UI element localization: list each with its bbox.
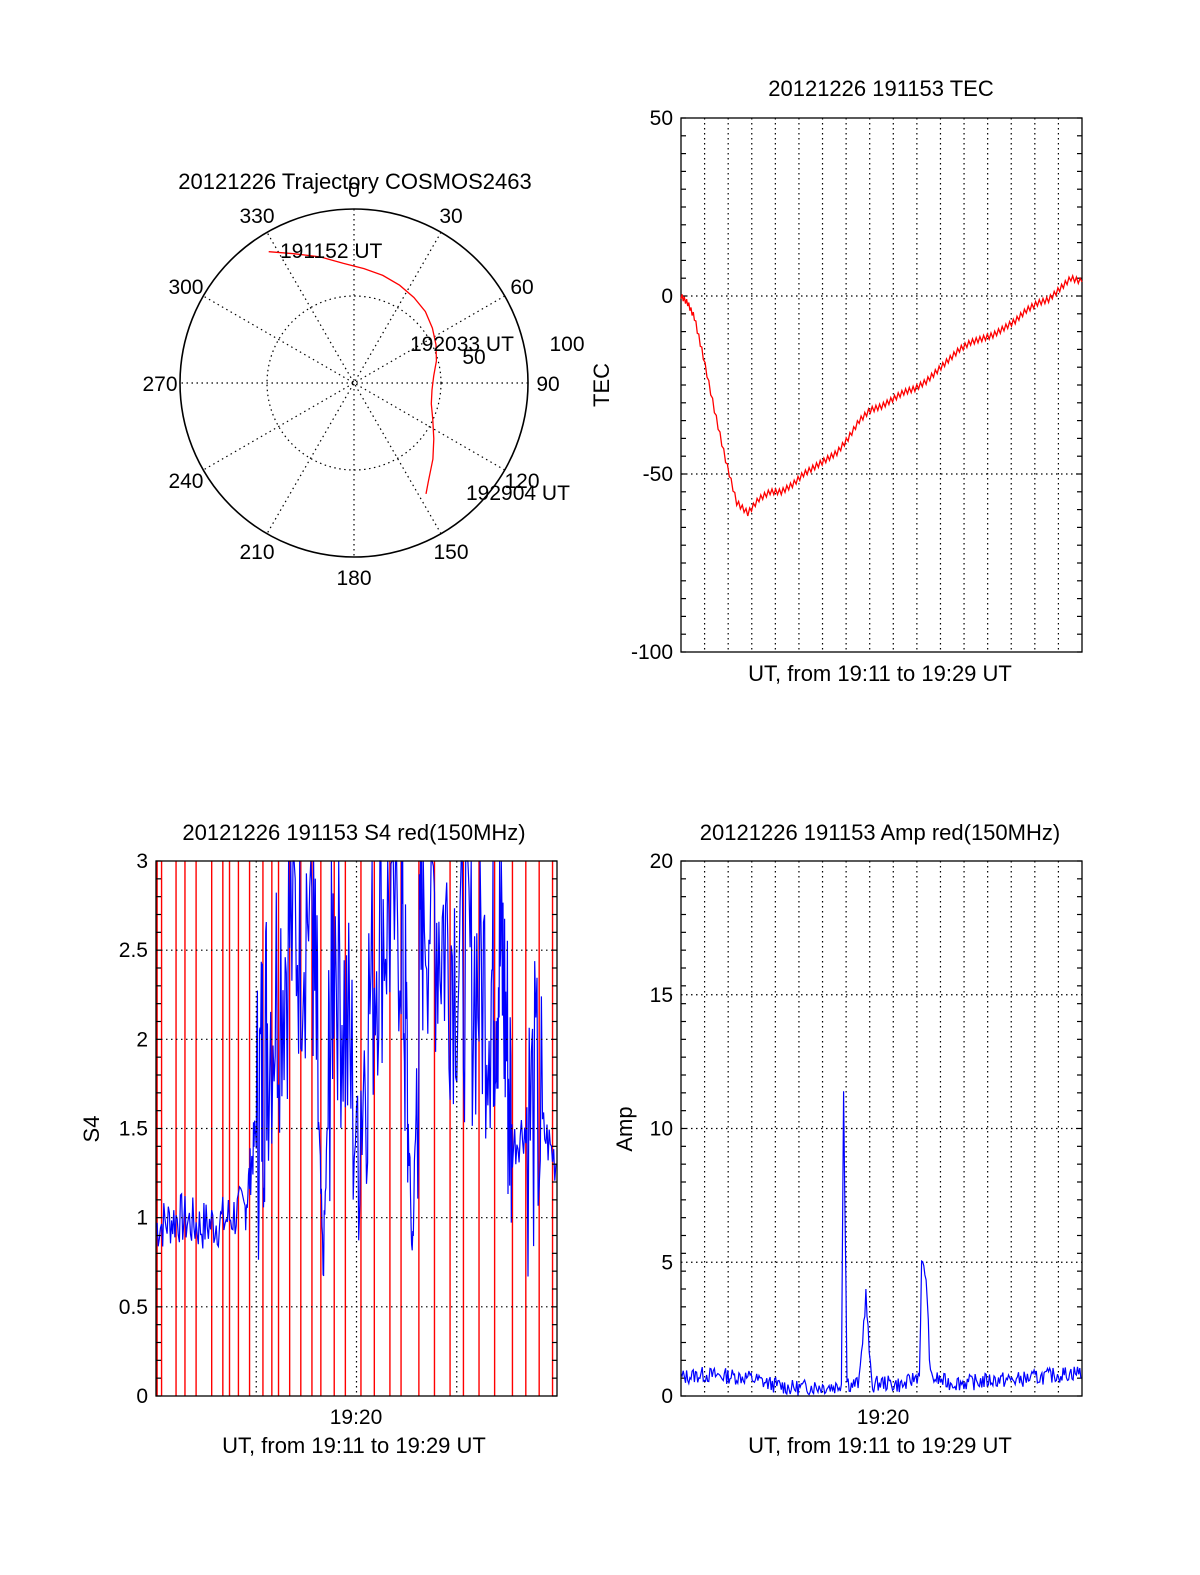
s4-xlabel: UT, from 19:11 to 19:29 UT	[222, 1433, 486, 1458]
s4-frame	[155, 860, 558, 1397]
y-tick-label: 15	[650, 984, 673, 1007]
polar-title: 20121226 Trajectory COSMOS2463	[178, 169, 531, 194]
s4-y-ticks: 0 0.5 1 1.5 2 2.5 3	[119, 850, 148, 1408]
annotation-start: 191152 UT	[280, 240, 383, 263]
y-tick-label: -50	[643, 463, 673, 486]
y-tick-label: 3	[136, 850, 148, 873]
polar-spoke	[266, 232, 442, 534]
y-tick-label: -100	[631, 641, 673, 664]
polar-angle-label: 30	[439, 205, 462, 228]
y-tick-label: 0	[661, 285, 673, 308]
y-tick-label: 10	[650, 1118, 673, 1141]
polar-chart: 20121226 Trajectory COSMOS2463 0 30 60 90 12…	[142, 169, 584, 590]
amp-grid	[681, 860, 1082, 1397]
polar-angle-label: 300	[168, 276, 203, 299]
tec-title: 20121226 191153 TEC	[768, 76, 994, 101]
amp-series-line	[680, 1091, 1082, 1396]
polar-angle-label: 330	[239, 205, 274, 228]
tec-xlabel: UT, from 19:11 to 19:29 UT	[748, 661, 1012, 686]
amp-title: 20121226 191153 Amp red(150MHz)	[700, 820, 1060, 845]
amp-chart: 20121226 191153 Amp red(150MHz) 0 5 10 15 20…	[612, 820, 1083, 1458]
polar-angle-label: 150	[433, 541, 468, 564]
amp-frame	[680, 860, 1083, 1397]
y-tick-label: 0	[661, 1385, 673, 1408]
amp-y-ticks: 0 5 10 15 20	[650, 850, 673, 1408]
tec-series-line	[680, 273, 1083, 517]
y-tick-label: 0	[136, 1385, 148, 1408]
amp-xtick-1920: 19:20	[857, 1406, 910, 1429]
trajectory-line	[268, 251, 438, 495]
polar-angle-label: 180	[336, 567, 371, 590]
polar-inner-circle	[266, 295, 442, 471]
s4-grid	[156, 860, 557, 1397]
s4-title: 20121226 191153 S4 red(150MHz)	[182, 820, 525, 845]
polar-radius-label-100: 100	[549, 333, 584, 356]
polar-grid	[179, 208, 529, 558]
polar-angle-label: 0	[348, 179, 360, 202]
polar-angle-label: 240	[168, 470, 203, 493]
y-tick-label: 2	[136, 1028, 148, 1051]
s4-blue-series	[155, 860, 557, 1277]
polar-angle-labels: 0 30 60 90 120 150 180 210 240 270 300 330	[142, 179, 559, 590]
amp-ylabel: Amp	[612, 1106, 637, 1151]
y-tick-label: 1	[136, 1207, 148, 1230]
polar-angle-label: 210	[239, 541, 274, 564]
y-tick-label: 20	[650, 850, 673, 873]
polar-angle-label: 90	[536, 373, 559, 396]
y-tick-label: 1.5	[119, 1118, 148, 1141]
annotation-end: 192904 UT	[466, 482, 570, 505]
y-tick-label: 2.5	[119, 939, 148, 962]
s4-chart: 20121226 191153 S4 red(150MHz) 0 0.5 1 1.5 2…	[79, 820, 558, 1458]
polar-angle-label: 120	[504, 470, 539, 493]
tec-y-ticks: 50 0 -50 -100	[631, 107, 673, 664]
polar-radius-label-50: 50	[462, 346, 485, 369]
tec-grid	[681, 117, 1082, 653]
s4-xtick-1920: 19:20	[330, 1406, 383, 1429]
annotation-mid: 192033 UT	[410, 333, 514, 356]
polar-angle-label: 270	[142, 373, 177, 396]
s4-ylabel: S4	[79, 1116, 104, 1143]
tec-chart: 20121226 191153 TEC 50 0 -50 -100 TEC UT, f…	[589, 76, 1083, 686]
tec-ylabel: TEC	[589, 363, 614, 407]
amp-xlabel: UT, from 19:11 to 19:29 UT	[748, 1433, 1012, 1458]
polar-spoke	[266, 232, 442, 534]
y-tick-label: 5	[661, 1251, 673, 1274]
y-tick-label: 0.5	[119, 1296, 148, 1319]
tec-frame	[680, 117, 1083, 653]
polar-angle-label: 60	[510, 276, 533, 299]
y-tick-label: 50	[650, 107, 673, 130]
